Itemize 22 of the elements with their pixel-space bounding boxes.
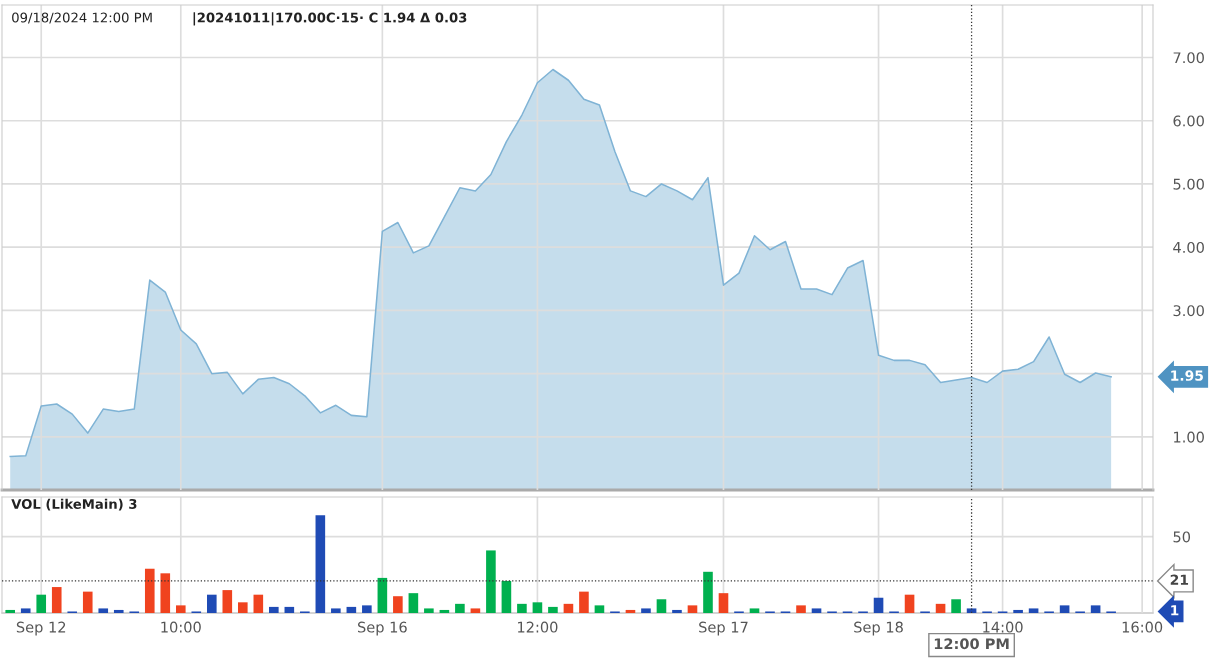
x-tick-label: 16:00: [1122, 621, 1163, 633]
y-tick-label: 7.00: [1173, 52, 1204, 64]
x-tick-label: Sep 16: [357, 621, 407, 636]
y-tick-label: 50: [1173, 531, 1191, 543]
chart-title: 09/18/2024 12:00 PM: [12, 12, 152, 24]
y-tick-label: 4.00: [1173, 241, 1204, 253]
x-tick-label: Sep 12: [16, 621, 66, 636]
text: |20241011|170.00C·15· C 1.94 Δ 0.03: [193, 12, 467, 26]
x-tick-label: 12:00: [518, 621, 558, 633]
text: 1.95: [1171, 370, 1203, 381]
x-tick-label: Sep 17: [699, 621, 748, 636]
x-tick-label: 14:00: [983, 621, 1023, 633]
x-tick-label: Sep 18: [854, 621, 903, 636]
x-tick-label: 10:00: [161, 621, 201, 633]
chart-title: VOL (LikeMain) 3: [11, 498, 137, 511]
text: 1: [1171, 605, 1179, 616]
x-tick-label: 12:00 PM: [934, 638, 1009, 650]
y-tick-label: 6.00: [1173, 115, 1204, 127]
y-tick-label: 1.00: [1174, 431, 1204, 443]
y-tick-label: 5.00: [1173, 178, 1204, 190]
y-tick-label: 3.00: [1173, 305, 1204, 317]
ref-line-label: 21: [1170, 574, 1189, 585]
